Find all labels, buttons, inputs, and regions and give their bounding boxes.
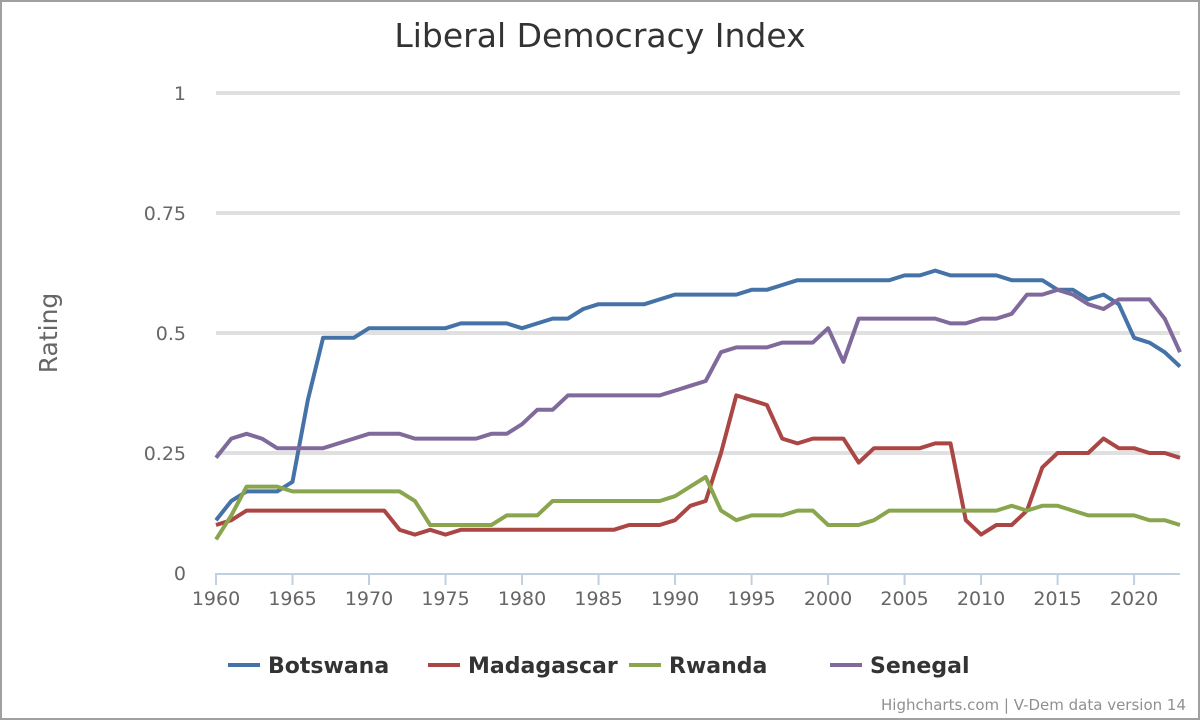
y-tick-label: 0.75: [144, 203, 186, 225]
x-tick-label: 1965: [268, 588, 316, 610]
legend-item-madagascar[interactable]: Madagascar: [428, 654, 618, 679]
x-tick-label: 1970: [345, 588, 393, 610]
legend-item-rwanda[interactable]: Rwanda: [629, 654, 767, 679]
legend-item-botswana[interactable]: Botswana: [228, 654, 389, 679]
y-tick-label: 0.25: [144, 443, 186, 465]
legend-label: Botswana: [268, 654, 389, 679]
legend-item-senegal[interactable]: Senegal: [830, 654, 969, 679]
y-axis-label: Rating: [34, 293, 63, 374]
x-tick-label: 1960: [192, 588, 240, 610]
y-tick-label: 0: [174, 563, 186, 585]
series-line-madagascar: [215, 393, 1181, 537]
x-tick-label: 2000: [804, 588, 852, 610]
series-line-rwanda: [214, 475, 1181, 541]
y-tick-label: 1: [174, 83, 186, 105]
legend-label: Rwanda: [669, 654, 767, 679]
x-tick-label: 2005: [880, 588, 928, 610]
x-tick-label: 2015: [1033, 588, 1081, 610]
chart-credits[interactable]: Highcharts.com | V-Dem data version 14: [881, 696, 1186, 714]
x-tick-label: 2010: [957, 588, 1005, 610]
chart-title: Liberal Democracy Index: [394, 16, 805, 55]
x-tick-label: 1990: [651, 588, 699, 610]
series-line-senegal: [214, 287, 1182, 460]
x-tick-label: 1980: [498, 588, 546, 610]
legend-label: Madagascar: [468, 654, 618, 679]
x-tick-label: 2020: [1110, 588, 1158, 610]
x-tick-label: 1975: [421, 588, 469, 610]
y-tick-label: 0.5: [156, 323, 186, 345]
series-line-botswana: [214, 268, 1182, 522]
legend-label: Senegal: [870, 654, 969, 679]
x-tick-label: 1985: [574, 588, 622, 610]
x-tick-label: 1995: [727, 588, 775, 610]
